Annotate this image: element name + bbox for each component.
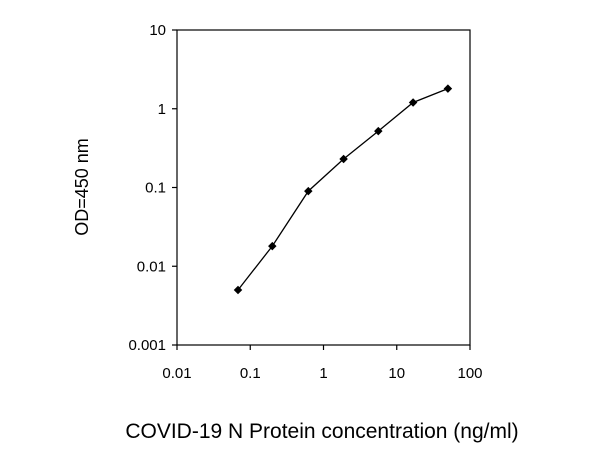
- y-axis: 0.001 0.01 0.1 1 10: [128, 22, 177, 354]
- series-line: [237, 87, 449, 291]
- x-tick-label: 1: [319, 365, 327, 382]
- x-axis-title: COVID-19 N Protein concentration (ng/ml): [125, 420, 518, 443]
- x-tick-label: 100: [457, 365, 482, 382]
- y-tick-label: 0.01: [137, 258, 166, 275]
- data-point-marker: [339, 154, 348, 164]
- data-point-marker: [408, 98, 418, 107]
- y-axis-title: OD=450 nm: [72, 138, 92, 236]
- y-tick-label: 1: [158, 101, 166, 118]
- x-axis: 0.01 0.1 1 10 100: [162, 345, 483, 382]
- plot-area-frame: [176, 29, 471, 346]
- y-tick-label: 0.001: [128, 337, 166, 354]
- x-tick-label: 0.01: [162, 365, 191, 382]
- series-markers: [233, 84, 453, 295]
- data-point-marker: [268, 241, 277, 251]
- x-tick-label: 0.1: [240, 365, 261, 382]
- data-point-marker: [233, 285, 243, 295]
- data-point-marker: [443, 84, 453, 93]
- x-tick-label: 10: [388, 365, 405, 382]
- data-point-marker: [374, 126, 383, 136]
- y-tick-label: 0.1: [145, 180, 166, 197]
- y-tick-label: 10: [149, 22, 166, 39]
- data-point-marker: [304, 186, 313, 196]
